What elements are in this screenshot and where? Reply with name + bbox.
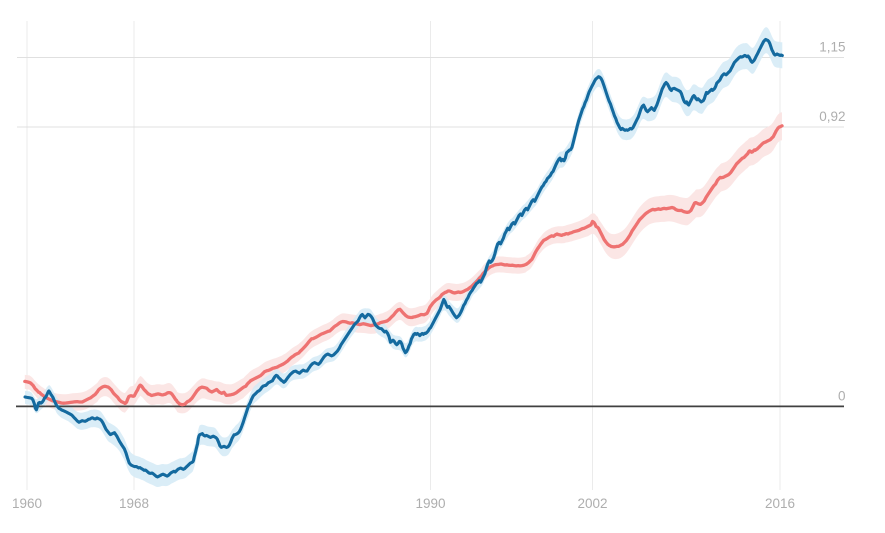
svg-text:0: 0	[838, 389, 846, 404]
svg-text:0,92: 0,92	[819, 109, 845, 124]
svg-text:1960: 1960	[12, 496, 42, 511]
svg-text:2002: 2002	[577, 496, 607, 511]
svg-text:1,15: 1,15	[819, 40, 845, 55]
svg-text:1968: 1968	[119, 496, 149, 511]
svg-text:1990: 1990	[415, 496, 445, 511]
svg-text:2016: 2016	[765, 496, 795, 511]
